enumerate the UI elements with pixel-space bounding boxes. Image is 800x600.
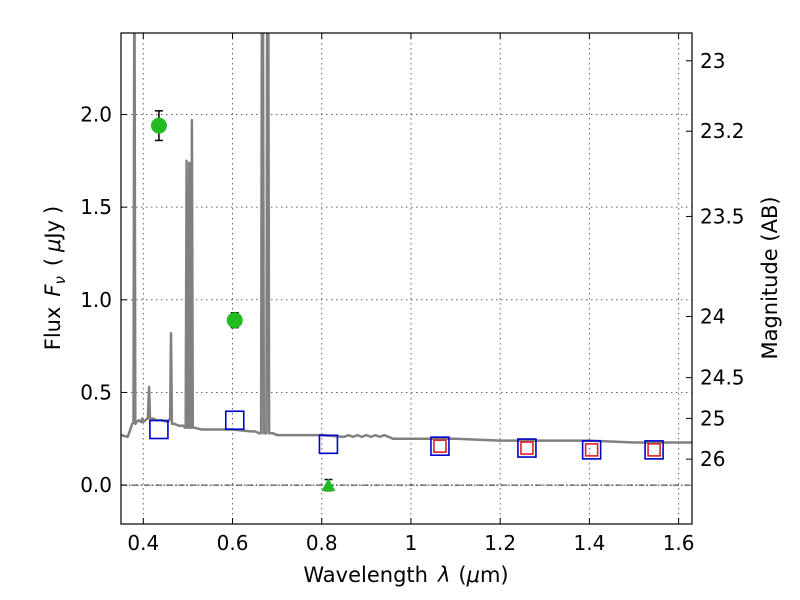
y-axis-label-text: Flux: [41, 307, 65, 351]
right-tick-label: 23.5: [700, 204, 745, 228]
model-spectrum-line: [121, 33, 692, 444]
y-axis-label-unit-open: (: [41, 258, 65, 266]
right-tick-label: 25: [700, 406, 725, 430]
y-axis-label-unit-mu: μ: [41, 239, 65, 253]
model-flux-square: [581, 440, 602, 460]
photometry-point: [226, 312, 243, 329]
model-flux-square: [224, 410, 245, 431]
axis-ticks: 0.4 0.6 0.8 1 1.2 1.4 1.6 0.0 0.5 1.0 1.5 2.0 23 23.2…: [80, 33, 745, 555]
plot-area: [121, 33, 692, 492]
right-axis-label: Magnitude (AB): [758, 196, 782, 359]
model-flux-square-inner: [433, 439, 447, 453]
y-axis-label: Flux Fν ( μJy): [41, 206, 69, 351]
x-tick-label: 1: [405, 531, 418, 555]
photometry-point: [150, 117, 167, 134]
model-flux-square: [644, 440, 664, 460]
right-tick-label: 24: [700, 304, 725, 328]
y-tick-label: 2.0: [80, 103, 112, 127]
plot-background: [121, 33, 692, 524]
y-axis-label-unit-close: ): [41, 206, 65, 214]
x-axis-label: Wavelength λ (μm): [303, 563, 508, 587]
plot-frame: [120, 32, 693, 525]
x-tick-label: 0.4: [127, 531, 159, 555]
model-flux-square: [517, 438, 537, 458]
model-flux-square: [430, 436, 450, 456]
right-tick-label: 23.2: [700, 119, 745, 143]
x-axis-label-unit-mu: μ: [466, 563, 480, 587]
x-tick-label: 1.4: [573, 531, 605, 555]
model-flux-square-inner: [520, 441, 534, 455]
model-flux-square-inner: [584, 443, 599, 457]
x-tick-label: 1.2: [484, 531, 516, 555]
model-flux-square: [149, 419, 169, 440]
model-flux-square-inner: [647, 443, 661, 457]
grid-lines: [121, 33, 692, 524]
y-tick-label: 0.0: [80, 473, 112, 497]
y-axis-label-unit-rest: Jy: [41, 220, 65, 241]
right-tick-label: 24.5: [700, 366, 745, 390]
photometry-upper-point: [321, 478, 336, 492]
x-axis-label-unit-open: (: [458, 563, 466, 587]
right-tick-label: 26: [700, 447, 725, 471]
x-axis-label-symbol: λ: [437, 563, 450, 587]
x-tick-label: 0.8: [306, 531, 338, 555]
x-tick-label: 1.6: [663, 531, 695, 555]
y-axis-label-subscript: ν: [51, 276, 69, 284]
y-axis-label-symbol: F: [41, 284, 65, 297]
y-tick-label: 1.5: [80, 195, 112, 219]
x-tick-label: 0.6: [217, 531, 249, 555]
x-axis-label-text: Wavelength: [303, 563, 428, 587]
y-tick-label: 0.5: [80, 380, 112, 404]
model-flux-square: [318, 434, 339, 455]
y-tick-label: 1.0: [80, 288, 112, 312]
x-axis-label-unit-rest: m): [480, 563, 509, 587]
right-tick-label: 23: [700, 49, 725, 73]
